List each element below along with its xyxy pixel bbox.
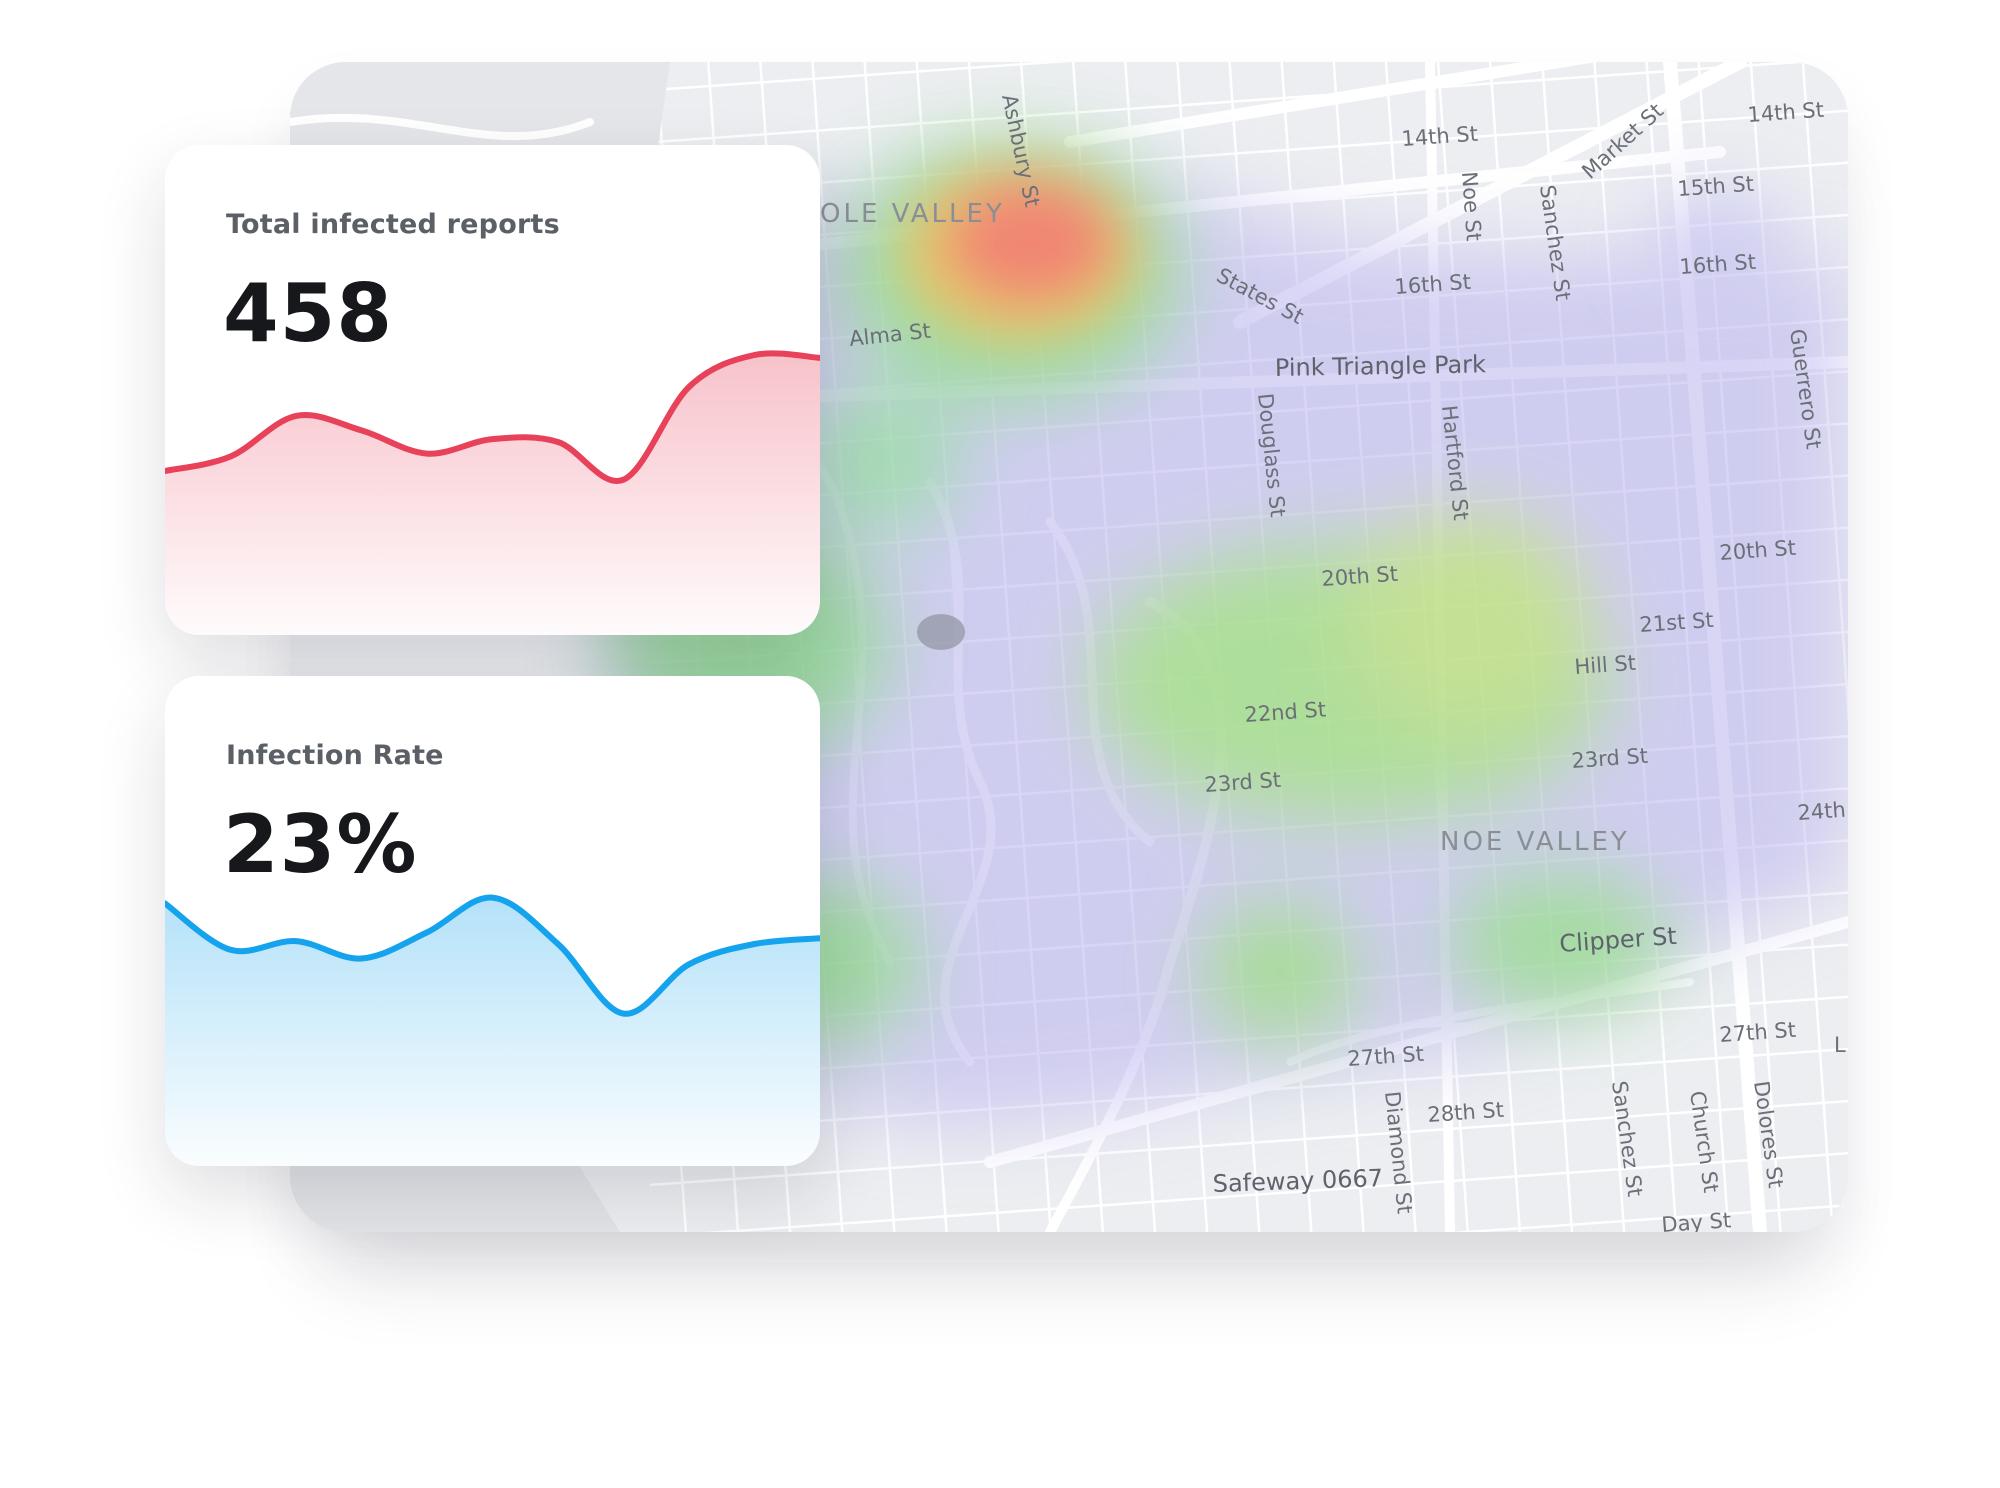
street-label: 23rd St bbox=[1571, 744, 1649, 773]
reports-trend-chart bbox=[165, 350, 820, 635]
chart-area-fill bbox=[165, 897, 820, 1166]
chart-area-fill bbox=[165, 353, 820, 635]
total-infected-reports-card[interactable]: Total infected reports 458 bbox=[165, 145, 820, 635]
stat-title: Total infected reports bbox=[226, 209, 560, 240]
street-label: 14th St bbox=[1747, 98, 1825, 127]
street-label: 28th St bbox=[1427, 1098, 1505, 1127]
street-label: 21st St bbox=[1639, 608, 1715, 637]
street-label: 16th St bbox=[1679, 250, 1757, 279]
street-label: Hill St bbox=[1574, 651, 1637, 679]
street-label: 23rd St bbox=[1204, 768, 1282, 797]
infection-rate-card[interactable]: Infection Rate 23% bbox=[165, 676, 820, 1166]
chart-series-line bbox=[165, 350, 820, 485]
street-label: 14th St bbox=[1401, 122, 1479, 151]
street-label: 27th St bbox=[1719, 1018, 1797, 1047]
infection-rate-chart bbox=[165, 894, 820, 1166]
stat-title: Infection Rate bbox=[226, 740, 444, 771]
chart-series-line bbox=[165, 894, 820, 1017]
street-label: 20th St bbox=[1321, 562, 1399, 591]
street-label: 16th St bbox=[1394, 270, 1472, 299]
street-label: Day St bbox=[1661, 1208, 1732, 1232]
street-label: L bbox=[1834, 1033, 1846, 1057]
street-label: Pink Triangle Park bbox=[1275, 350, 1487, 382]
street-label: 20th St bbox=[1719, 536, 1797, 565]
street-label: 15th St bbox=[1677, 172, 1755, 201]
neighborhood-label: NOE VALLEY bbox=[1440, 827, 1630, 857]
street-label: Safeway 0667 bbox=[1212, 1164, 1383, 1198]
stat-value: 458 bbox=[223, 267, 393, 360]
stat-value: 23% bbox=[223, 798, 418, 891]
street-label: 22nd St bbox=[1244, 697, 1327, 727]
street-label: 24th bbox=[1797, 798, 1847, 825]
neighborhood-label: OLE VALLEY bbox=[820, 199, 1005, 229]
street-label: Noe St bbox=[1457, 171, 1486, 242]
street-label: 27th St bbox=[1347, 1042, 1425, 1071]
heat-core bbox=[900, 162, 1140, 342]
